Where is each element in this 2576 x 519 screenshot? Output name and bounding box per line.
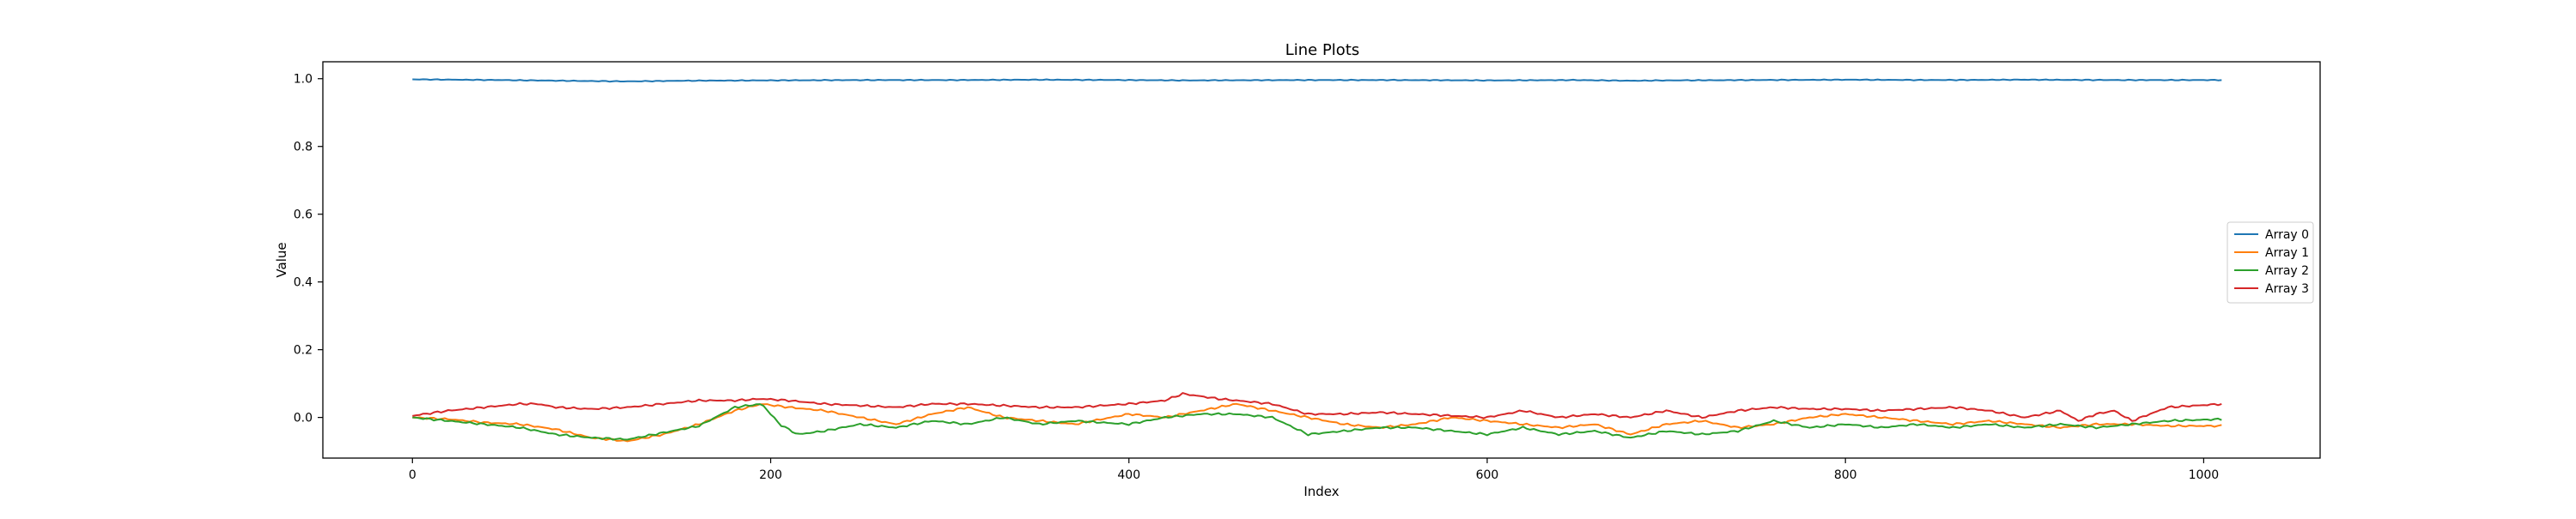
series-line-2: [412, 403, 2222, 441]
y-tick-label: 0.0: [294, 412, 313, 425]
x-tick-label: 800: [1834, 468, 1857, 482]
chart-title: Line Plots: [1285, 41, 1360, 59]
x-axis-label: Index: [1303, 484, 1339, 499]
legend-label: Array 0: [2265, 228, 2309, 242]
y-tick-label: 0.4: [294, 276, 313, 290]
x-axis: 0 200 400 600 800 1000: [409, 458, 2219, 482]
legend-box: [2227, 221, 2314, 304]
series-line-3: [412, 392, 2222, 422]
y-axis-label: Value: [274, 242, 289, 277]
series-line-0: [412, 78, 2222, 83]
legend-label: Array 3: [2265, 282, 2309, 296]
legend-label: Array 1: [2265, 246, 2309, 260]
x-tick-label: 1000: [2189, 468, 2220, 482]
y-tick-label: 0.2: [294, 344, 313, 358]
x-tick-label: 400: [1117, 468, 1140, 482]
x-tick-label: 200: [759, 468, 782, 482]
x-tick-label: 600: [1476, 468, 1499, 482]
legend: Array 0 Array 1 Array 2 Array 3: [2227, 221, 2314, 304]
y-tick-label: 0.8: [294, 141, 313, 154]
axes-frame: [322, 61, 2321, 459]
y-tick-label: 0.6: [294, 208, 313, 222]
y-axis: 0.0 0.2 0.4 0.6 0.8 1.0: [294, 73, 323, 425]
legend-label: Array 2: [2265, 264, 2309, 278]
x-tick-label: 0: [409, 468, 416, 482]
plot-area: [412, 78, 2222, 443]
y-tick-label: 1.0: [294, 73, 313, 87]
